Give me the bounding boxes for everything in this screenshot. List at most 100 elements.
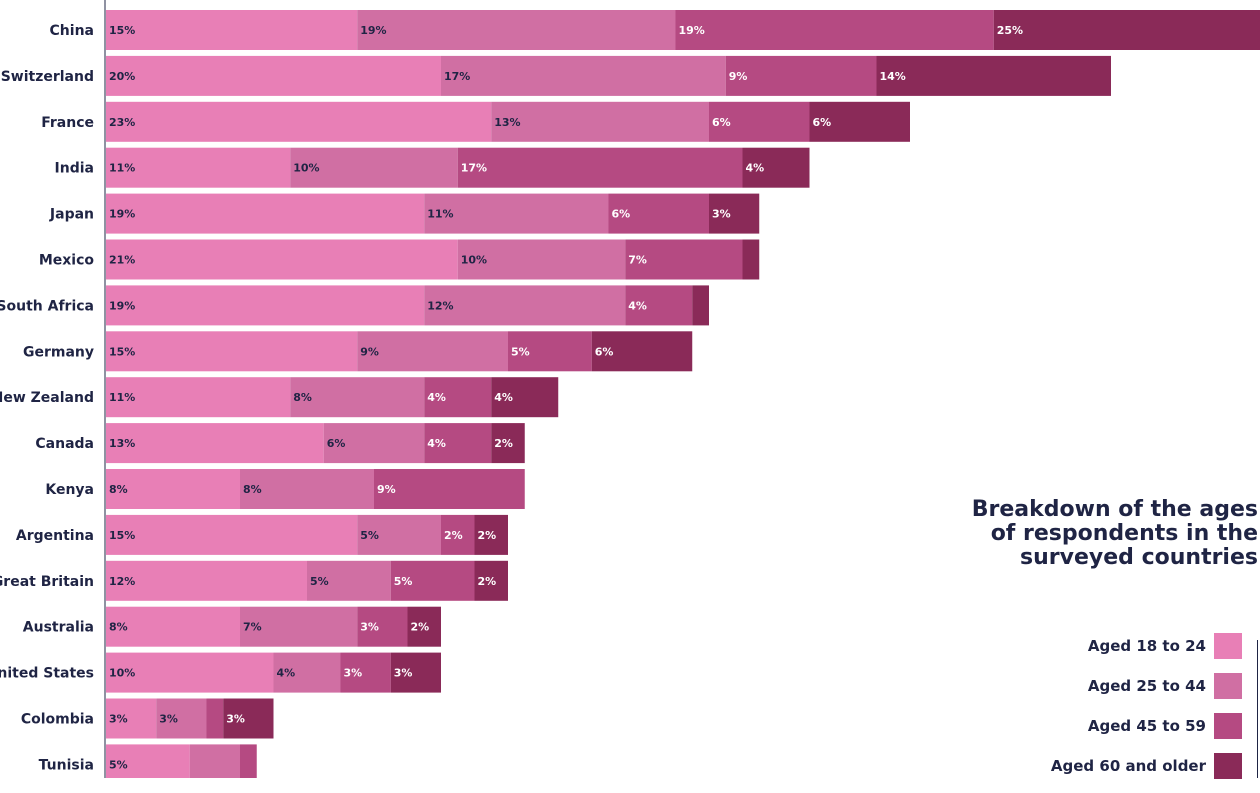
data-label: 2%: [444, 529, 463, 542]
data-label: 8%: [109, 621, 128, 634]
legend-item-45-59: Aged 45 to 59: [1051, 713, 1242, 739]
data-label: 10%: [293, 162, 319, 175]
data-label: 3%: [360, 621, 379, 634]
bar-segment: [357, 10, 675, 50]
category-label: South Africa: [0, 298, 94, 314]
category-label: Kenya: [45, 482, 94, 498]
data-label: 3%: [159, 713, 178, 726]
data-label: 6%: [712, 116, 731, 129]
bar-segment: [190, 744, 240, 778]
data-label: 3%: [344, 667, 363, 680]
bar-segment: [726, 56, 877, 96]
chart-title: Breakdown of the ages of respondents in …: [972, 498, 1258, 570]
data-label: 5%: [360, 529, 379, 542]
data-label: 9%: [360, 345, 379, 358]
bar-segment: [106, 515, 357, 555]
category-label: China: [50, 23, 94, 39]
data-label: 17%: [461, 162, 487, 175]
bar-segment: [676, 10, 994, 50]
data-label: 15%: [109, 529, 135, 542]
data-label: 3%: [109, 713, 128, 726]
legend-swatch: [1214, 673, 1242, 699]
bar-segment: [106, 331, 357, 371]
legend-label: Aged 25 to 44: [1088, 677, 1206, 695]
bar-segment: [106, 285, 424, 325]
bar-segment: [743, 240, 760, 280]
data-label: 6%: [813, 116, 832, 129]
data-label: 11%: [109, 391, 135, 404]
category-label: France: [41, 115, 94, 131]
data-label: 21%: [109, 254, 135, 267]
legend-item-60-plus: Aged 60 and older: [1051, 753, 1242, 779]
legend-divider: [1257, 640, 1258, 778]
chart-title-line-1: Breakdown of the ages: [972, 498, 1258, 522]
bar-segment: [106, 56, 441, 96]
data-label: 3%: [226, 713, 245, 726]
data-label: 4%: [494, 391, 513, 404]
bar-segment: [106, 240, 458, 280]
legend-swatch: [1214, 633, 1242, 659]
bar-segment: [106, 423, 324, 463]
category-label: United States: [0, 666, 94, 682]
legend-label: Aged 18 to 24: [1088, 637, 1206, 655]
legend-label: Aged 45 to 59: [1088, 717, 1206, 735]
category-label: Japan: [49, 207, 94, 223]
data-label: 10%: [461, 254, 487, 267]
data-label: 10%: [109, 667, 135, 680]
data-label: 25%: [997, 24, 1023, 37]
data-label: 20%: [109, 70, 135, 83]
data-label: 9%: [729, 70, 748, 83]
bar-segment: [692, 285, 709, 325]
bar-segment: [877, 56, 1112, 96]
category-label: New Zealand: [0, 390, 94, 406]
chart-title-line-2: of respondents in the: [972, 522, 1258, 546]
data-label: 6%: [595, 345, 614, 358]
data-label: 9%: [377, 483, 396, 496]
data-label: 3%: [712, 208, 731, 221]
data-label: 8%: [293, 391, 312, 404]
data-label: 23%: [109, 116, 135, 129]
data-label: 2%: [478, 529, 497, 542]
bar-segment: [491, 102, 709, 142]
category-label: India: [55, 161, 94, 177]
category-label: Tunisia: [39, 757, 94, 773]
data-label: 5%: [394, 575, 413, 588]
bar-segment: [106, 561, 307, 601]
legend-swatch: [1214, 713, 1242, 739]
category-label: Great Britain: [0, 574, 94, 590]
category-label: Germany: [23, 344, 94, 360]
data-label: 2%: [494, 437, 513, 450]
category-label: Mexico: [39, 253, 95, 269]
bar-segment: [240, 744, 257, 778]
data-label: 7%: [243, 621, 262, 634]
category-label: Colombia: [21, 712, 94, 728]
category-label: Canada: [35, 436, 94, 452]
data-label: 5%: [511, 345, 530, 358]
bar-segment: [424, 285, 625, 325]
legend-item-18-24: Aged 18 to 24: [1051, 633, 1242, 659]
bar-segment: [207, 699, 224, 739]
data-label: 19%: [109, 299, 135, 312]
data-label: 15%: [109, 24, 135, 37]
data-label: 19%: [679, 24, 705, 37]
bar-segment: [106, 194, 424, 234]
data-label: 4%: [628, 299, 647, 312]
bar-segment: [106, 102, 491, 142]
data-label: 4%: [427, 391, 446, 404]
data-label: 2%: [478, 575, 497, 588]
data-label: 8%: [243, 483, 262, 496]
data-label: 12%: [109, 575, 135, 588]
data-label: 6%: [327, 437, 346, 450]
data-label: 5%: [109, 758, 128, 771]
data-label: 6%: [612, 208, 631, 221]
data-label: 19%: [109, 208, 135, 221]
category-label: Australia: [23, 620, 94, 636]
category-label: Switzerland: [1, 69, 94, 85]
legend-item-25-44: Aged 25 to 44: [1051, 673, 1242, 699]
bar-segment: [106, 10, 357, 50]
data-label: 11%: [427, 208, 453, 221]
data-label: 17%: [444, 70, 470, 83]
data-label: 14%: [880, 70, 906, 83]
data-label: 5%: [310, 575, 329, 588]
category-label: Argentina: [16, 528, 94, 544]
